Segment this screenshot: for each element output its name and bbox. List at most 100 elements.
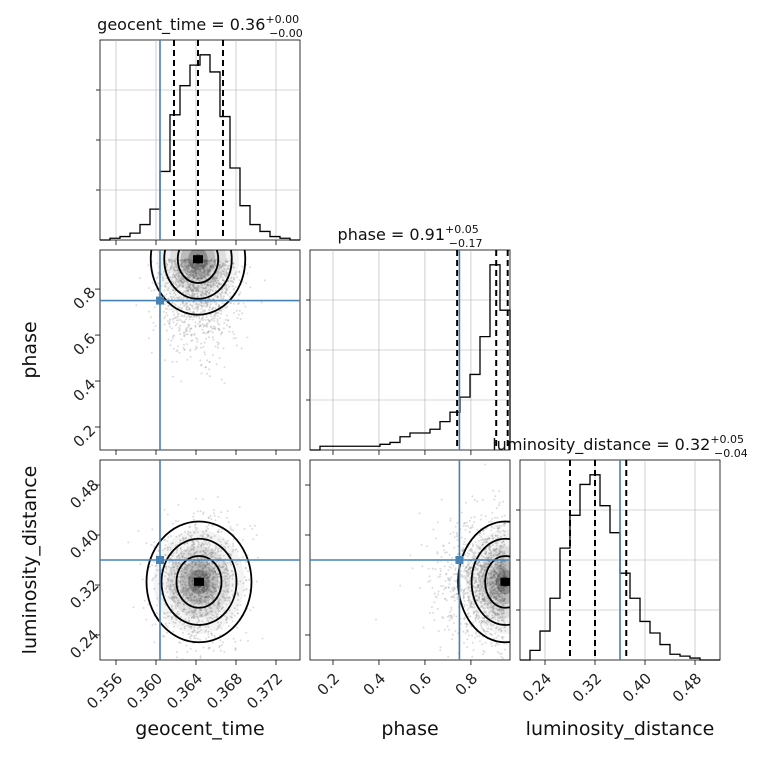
sample-point [213,512,215,515]
sample-point [165,581,168,584]
sample-point [476,599,478,601]
sample-point [215,302,218,305]
sample-point [241,312,244,315]
sample-point [206,571,209,574]
sample-point [186,281,189,283]
sample-point [218,634,221,637]
sample-point [205,332,208,335]
sample-point [212,306,215,309]
sample-point [205,293,208,296]
sample-point [492,585,495,587]
sample-point [195,272,198,275]
sample-point [205,324,208,327]
sample-point [207,301,209,303]
sample-point [168,322,171,325]
sample-point [196,263,199,266]
sample-point [229,527,232,530]
sample-point [496,594,499,597]
sample-point [498,545,501,548]
sample-point [192,311,195,313]
sample-point [499,589,502,592]
sample-point [173,276,176,279]
x-axis-label-phase: phase [381,718,438,740]
sample-point [182,285,184,288]
sample-point [204,596,207,599]
sample-point [502,540,505,543]
sample-point [204,574,207,577]
sample-point [482,607,485,609]
sample-point [488,601,490,604]
sample-point [168,259,171,262]
sample-point [453,596,456,599]
sample-point [484,611,487,614]
sample-point [205,613,208,616]
sample-point [215,277,218,280]
sample-point [496,577,499,580]
sample-point [175,360,178,363]
sample-point [504,522,507,525]
sample-point [199,625,202,628]
sample-point [471,545,474,548]
sample-point [233,278,236,281]
sample-point [180,276,183,279]
sample-point [189,315,192,318]
sample-point [470,548,473,551]
sample-point [498,583,501,586]
sample-point [251,527,254,530]
sample-point [172,599,175,602]
sample-point [208,360,211,363]
sample-point [177,561,180,564]
sample-point [182,259,185,262]
sample-point [205,529,208,532]
sample-point [163,289,166,292]
sample-point [222,538,225,541]
sample-point [486,582,489,585]
sample-point [199,615,202,618]
sample-point [488,593,491,596]
sample-point [499,565,502,567]
sample-point [199,274,202,277]
sample-point [212,325,215,328]
sample-point [218,602,220,605]
sample-point [183,280,186,282]
sample-point [188,318,191,321]
sample-point [192,599,195,602]
sample-point [193,286,196,289]
sample-point [162,277,165,280]
sample-point [191,269,194,272]
sample-point [494,598,497,601]
sample-point [186,258,189,261]
sample-point [499,590,502,592]
sample-point [201,294,204,297]
sample-point [494,516,496,519]
sample-point [170,339,173,342]
sample-point [210,325,212,328]
sample-point [181,259,184,262]
sample-point [172,280,175,283]
sample-point [153,541,156,544]
sample-point [497,580,500,583]
sample-point [172,592,175,595]
sample-point [166,546,169,549]
sample-point [487,572,490,575]
sample-point [442,617,445,619]
sample-point [193,585,195,588]
sample-point [496,525,499,528]
sample-point [214,278,217,281]
sample-point [148,287,151,289]
sample-point [174,622,177,624]
sample-point [487,578,489,581]
sample-point [244,566,247,569]
sample-point [231,570,234,573]
sample-point [466,629,469,632]
sample-point [216,276,218,279]
sample-point [467,581,470,584]
sample-point [488,544,491,547]
sample-point [217,585,220,588]
sample-point [213,535,216,537]
sample-point [497,634,500,637]
sample-point [184,263,187,266]
sample-point [204,264,207,267]
sample-point [211,524,214,527]
sample-point [207,331,209,334]
